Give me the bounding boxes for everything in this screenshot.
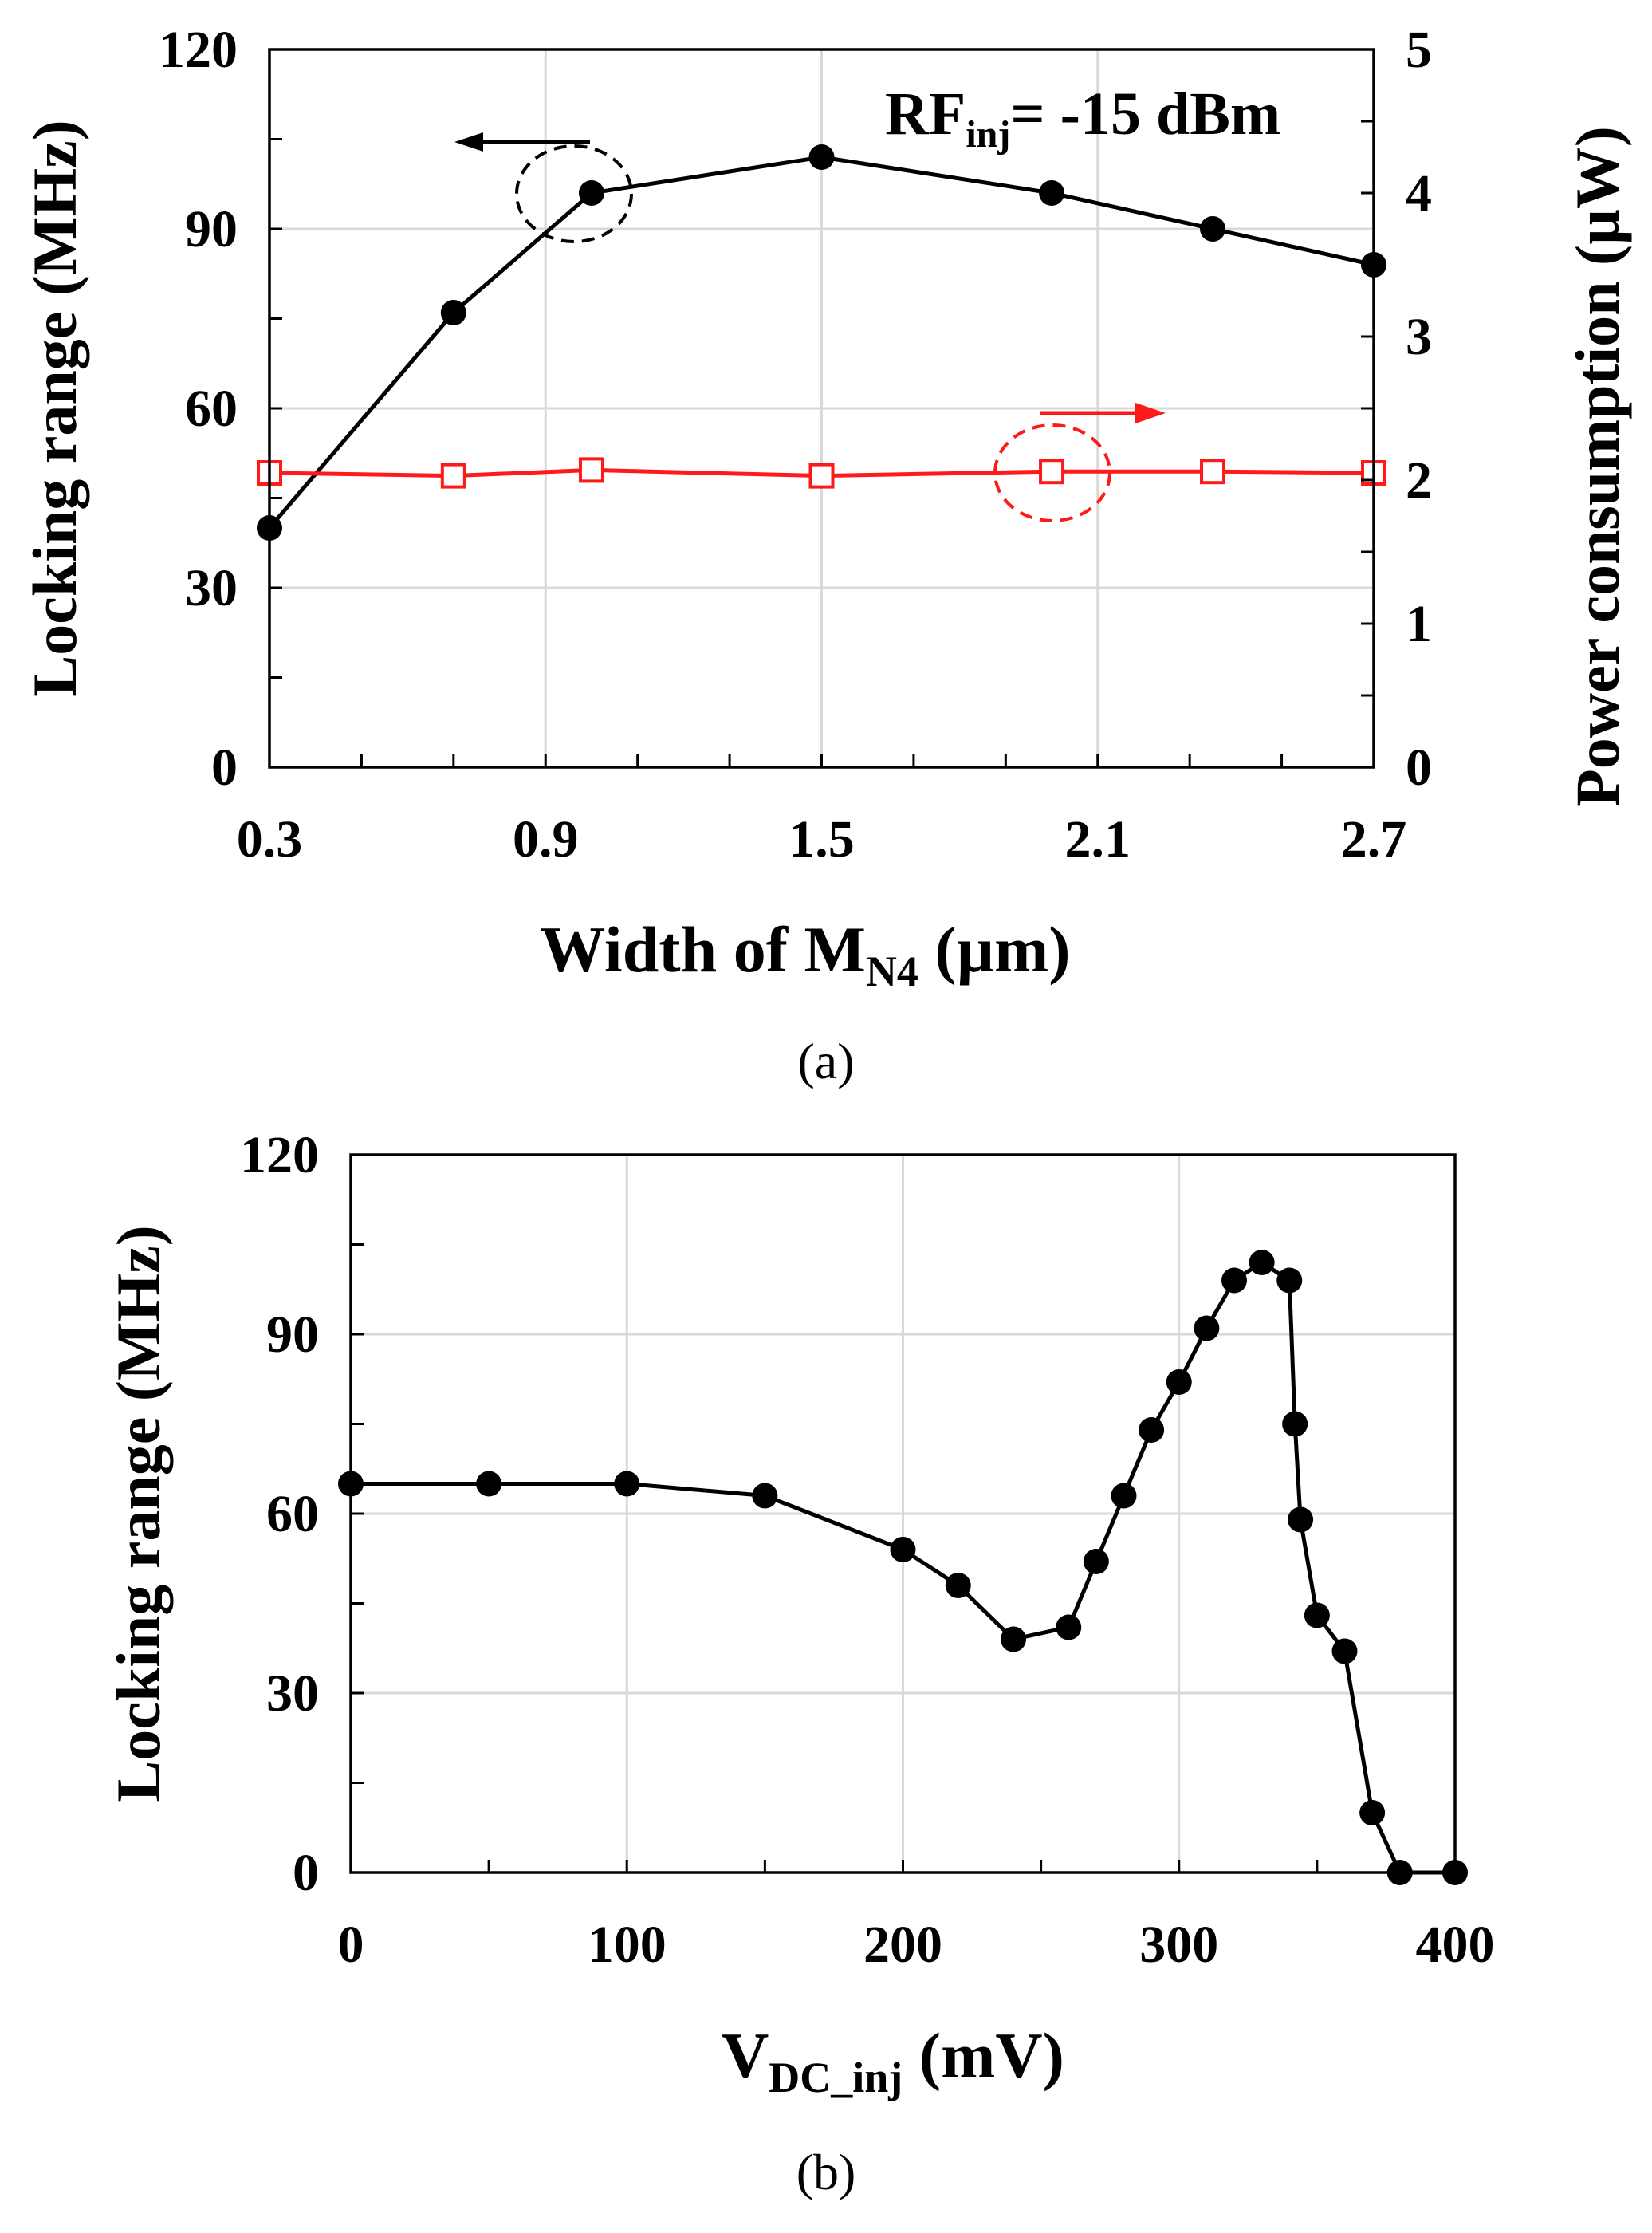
panel-b-ticks: 0 100 200 300 400 0 30 60 90 120: [240, 1126, 1495, 1974]
panel-b-series: [338, 1250, 1468, 1885]
y-tick-label: 0: [293, 1844, 319, 1902]
locking-range-point: [1039, 180, 1065, 206]
x-tick-label: 2.7: [1341, 810, 1407, 868]
panel-b-gridlines: [351, 1155, 1455, 1873]
locking-range-point: [1221, 1267, 1247, 1294]
locking-range-point: [440, 300, 466, 325]
panel-b-caption: (b): [796, 2144, 856, 2200]
panel-b-x-axis-label: VDC_inj (mV): [722, 2019, 1064, 2101]
locking-range-point: [1083, 1549, 1109, 1574]
locking-range-point: [1111, 1483, 1137, 1509]
y2-tick-label: 0: [1406, 738, 1432, 797]
panel-b: 0 100 200 300 400 0 30 60 90 120 Locking range (M…: [104, 1126, 1495, 2200]
locking-range-point: [1249, 1250, 1275, 1275]
power-consumption-point: [578, 457, 604, 483]
locking-range-point: [1304, 1602, 1330, 1628]
locking-range-point: [1056, 1614, 1082, 1640]
panel-a-series: [257, 144, 1386, 541]
right-axis-indicator-arrowhead: [1135, 403, 1166, 423]
y2-tick-label: 2: [1406, 451, 1432, 510]
locking-range-point: [1139, 1417, 1165, 1443]
y2-tick-label: 3: [1406, 308, 1432, 366]
locking-range-point: [1359, 1800, 1386, 1825]
x-tick-label: 1.5: [789, 810, 855, 868]
panel-a-ticks: 0.3 0.9 1.5 2.1 2.7 0 30 60 90 120 0 1 2 3 4 5: [159, 21, 1432, 868]
x-tick-label: 200: [863, 1916, 942, 1974]
locking-range-point: [1288, 1506, 1314, 1533]
locking-range-point: [945, 1573, 971, 1598]
locking-range-point: [890, 1537, 916, 1562]
panel-a-annotations: RFinj= -15 dBm: [454, 81, 1280, 522]
power-consumption-point: [1200, 459, 1226, 485]
power-consumption-point: [440, 463, 466, 489]
x-tick-label: 0.9: [513, 810, 579, 868]
x-tick-label: 400: [1416, 1916, 1495, 1974]
x-tick-label: 100: [588, 1916, 667, 1974]
x-tick-label: 300: [1139, 1916, 1218, 1974]
locking-range-point: [476, 1471, 502, 1497]
y2-tick-label: 4: [1406, 164, 1432, 223]
panel-a: RFinj= -15 dBm 0.3 0.9 1.5 2.1 2.70306090120…: [20, 21, 1632, 1089]
y-tick-label: 90: [185, 200, 238, 258]
locking-range-point: [752, 1483, 778, 1509]
locking-range-point: [1331, 1638, 1358, 1664]
y-tick-label: 120: [240, 1126, 319, 1184]
locking-range-point: [1276, 1267, 1303, 1294]
locking-range-point: [808, 144, 835, 170]
panel-a-y2-axis-label: Power consumption (µW): [1563, 126, 1632, 807]
y-tick-label: 30: [266, 1664, 319, 1723]
locking-range-point: [1001, 1626, 1026, 1652]
left-axis-indicator-circle: [515, 144, 633, 243]
panel-b-y-axis-label: Locking range (MHz): [104, 1225, 173, 1802]
left-axis-indicator-arrowhead: [454, 132, 483, 152]
locking-range-point: [614, 1471, 640, 1497]
y-tick-label: 90: [266, 1306, 319, 1364]
power-consumption-point: [1039, 459, 1065, 485]
y-tick-label: 30: [185, 559, 238, 617]
x-tick-label: 0: [338, 1916, 364, 1974]
x-tick-label: 0.3: [237, 810, 303, 868]
rf-inj-annotation: RFinj= -15 dBm: [885, 81, 1280, 156]
panel-a-x-axis-label: Width of MN4 (µm): [540, 913, 1070, 995]
x-tick-label: 2.1: [1065, 810, 1131, 868]
locking-range-point: [578, 180, 604, 206]
locking-range-point: [1166, 1369, 1192, 1395]
y2-tick-label: 5: [1406, 21, 1432, 79]
y-tick-label: 60: [185, 380, 238, 438]
power-consumption-point: [808, 463, 835, 489]
panel-a-y-axis-label: Locking range (MHz): [20, 120, 89, 697]
locking-range-point: [1282, 1411, 1308, 1437]
panel-a-caption: (a): [797, 1033, 854, 1089]
y2-tick-label: 1: [1406, 595, 1432, 653]
y-tick-label: 0: [211, 738, 238, 797]
locking-range-point: [1200, 216, 1226, 242]
locking-range-point: [1194, 1315, 1220, 1341]
y-tick-label: 120: [159, 21, 238, 79]
y-tick-label: 60: [266, 1485, 319, 1543]
